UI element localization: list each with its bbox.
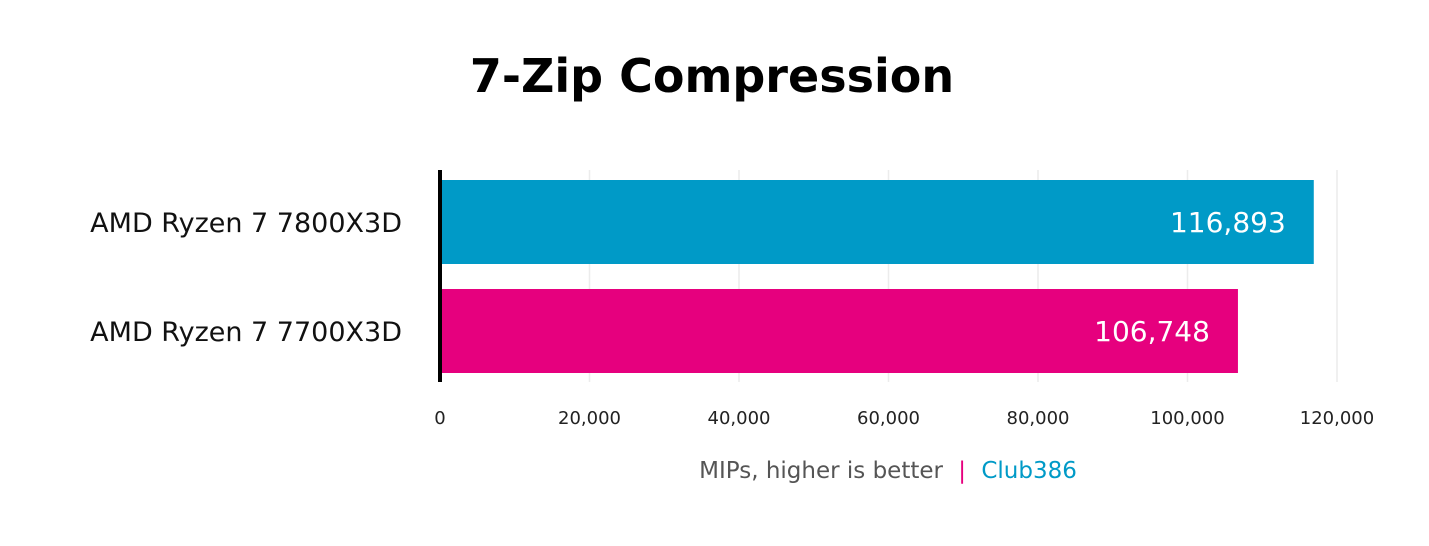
- x-axis-label-separator: |: [958, 458, 966, 484]
- chart-title: 7-Zip Compression: [470, 49, 954, 103]
- x-tick-label: 60,000: [857, 408, 920, 429]
- bar: [440, 289, 1238, 373]
- x-tick-label: 80,000: [1007, 408, 1070, 429]
- x-tick-label: 20,000: [558, 408, 621, 429]
- category-label: AMD Ryzen 7 7700X3D: [90, 317, 402, 348]
- x-tick-label: 120,000: [1300, 408, 1374, 429]
- bar: [440, 180, 1314, 264]
- x-axis-label-source: Club386: [981, 458, 1077, 484]
- x-axis-label-text: MIPs, higher is better: [699, 458, 943, 484]
- x-axis-label: MIPs, higher is better | Club386: [699, 458, 1077, 484]
- bar-value-label: 106,748: [1094, 315, 1210, 348]
- category-label: AMD Ryzen 7 7800X3D: [90, 208, 402, 239]
- x-tick-label: 100,000: [1150, 408, 1224, 429]
- x-tick-label: 40,000: [708, 408, 771, 429]
- bars: 116,893 106,748: [440, 180, 1314, 373]
- bar-value-label: 116,893: [1170, 206, 1286, 239]
- y-axis: AMD Ryzen 7 7800X3D AMD Ryzen 7 7700X3D: [90, 170, 442, 382]
- x-axis-ticks: 0 20,000 40,000 60,000 80,000 100,000 120,000: [434, 408, 1374, 429]
- x-tick-label: 0: [434, 408, 445, 429]
